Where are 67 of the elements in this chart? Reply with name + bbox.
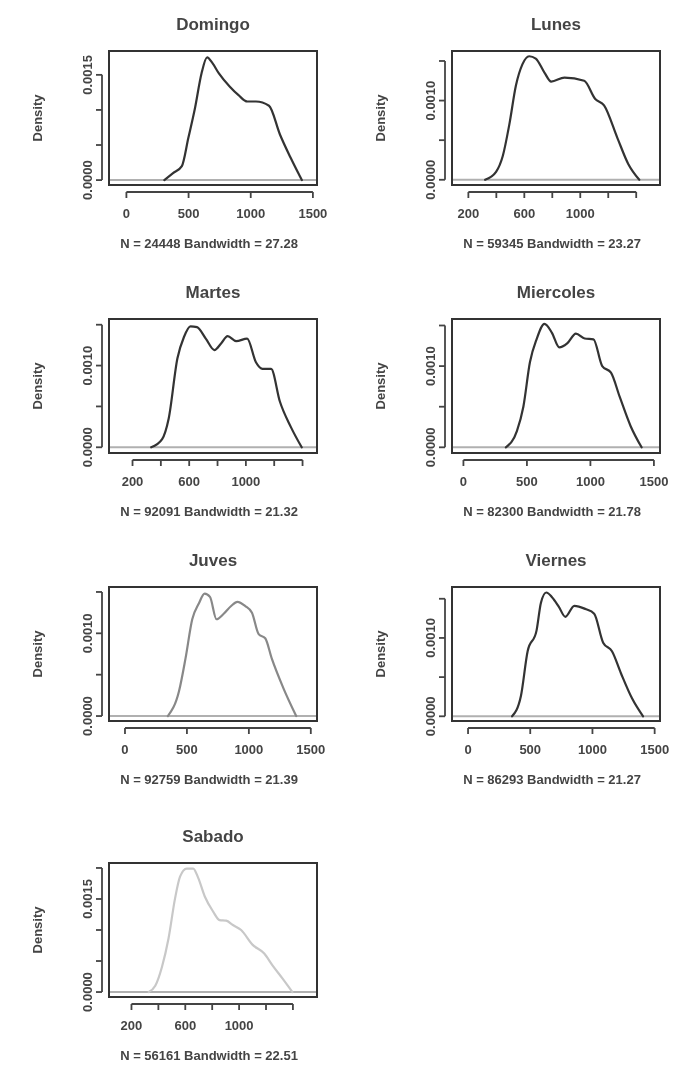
y-tick-label: 0.0000 xyxy=(80,160,95,200)
y-tick-label: 0.0010 xyxy=(423,618,438,658)
x-tick-label: 600 xyxy=(174,1018,197,1033)
x-axis-title: N = 56161 Bandwidth = 22.51 xyxy=(120,1048,298,1063)
y-tick-label: 0.0010 xyxy=(80,345,95,386)
y-axis-title: Density xyxy=(30,629,45,678)
y-tick-label: 0.0000 xyxy=(80,972,95,1012)
x-tick-label: 200 xyxy=(120,1018,143,1033)
line-series xyxy=(504,322,643,449)
x-tick-label: 0 xyxy=(464,742,472,757)
x-tick-label: 0 xyxy=(122,206,131,221)
x-tick-label: 0 xyxy=(459,474,468,489)
x-tick-label: 600 xyxy=(178,474,201,489)
chart-title: Juves xyxy=(188,551,238,570)
x-axis-title: N = 86293 Bandwidth = 21.27 xyxy=(463,772,641,787)
x-tick-label: 1000 xyxy=(231,474,261,489)
line-series xyxy=(147,867,294,994)
x-axis-title: N = 92091 Bandwidth = 21.32 xyxy=(120,504,298,519)
chart-title: Sabado xyxy=(182,827,244,846)
y-axis-title: Density xyxy=(373,629,388,678)
chart-title: Martes xyxy=(185,283,241,302)
chart-title: Domingo xyxy=(176,15,250,34)
x-tick-label: 0 xyxy=(121,742,129,757)
x-tick-label: 1000 xyxy=(234,742,264,757)
x-axis-title: N = 24448 Bandwidth = 27.28 xyxy=(120,236,298,251)
y-tick-label: 0.0000 xyxy=(423,159,438,200)
x-tick-label: 500 xyxy=(519,742,542,757)
line-series xyxy=(150,325,303,449)
x-tick-label: 1500 xyxy=(298,206,328,221)
x-tick-label: 200 xyxy=(457,206,480,221)
x-tick-label: 1000 xyxy=(565,206,595,221)
x-axis-title: N = 82300 Bandwidth = 21.78 xyxy=(463,504,641,519)
y-tick-label: 0.0000 xyxy=(423,427,438,468)
x-tick-label: 200 xyxy=(121,474,144,489)
x-tick-label: 1000 xyxy=(224,1018,254,1033)
line-series xyxy=(166,592,298,718)
x-tick-label: 500 xyxy=(176,742,198,757)
chart-title: Viernes xyxy=(525,551,587,570)
y-tick-label: 0.0015 xyxy=(80,879,95,919)
x-tick-label: 600 xyxy=(513,206,536,221)
line-series xyxy=(163,56,303,182)
y-tick-label: 0.0000 xyxy=(80,427,95,468)
y-tick-label: 0.0000 xyxy=(423,696,438,737)
y-tick-label: 0.0010 xyxy=(423,346,438,386)
y-tick-label: 0.0010 xyxy=(423,80,438,121)
y-axis-title: Density xyxy=(373,93,388,142)
y-tick-label: 0.0015 xyxy=(80,54,95,95)
x-tick-label: 500 xyxy=(177,206,200,221)
y-tick-label: 0.0000 xyxy=(80,696,95,736)
y-axis-title: Density xyxy=(373,361,388,410)
chart-title: Miercoles xyxy=(516,283,596,302)
x-axis-title: N = 59345 Bandwidth = 23.27 xyxy=(463,236,641,251)
x-tick-label: 500 xyxy=(516,474,538,489)
y-axis-title: Density xyxy=(30,905,45,954)
x-tick-label: 1500 xyxy=(296,742,326,757)
x-tick-label: 1000 xyxy=(577,742,607,757)
y-axis-title: Density xyxy=(30,93,45,142)
chart-title: Lunes xyxy=(530,15,582,34)
x-axis-title: N = 92759 Bandwidth = 21.39 xyxy=(120,772,298,787)
y-tick-label: 0.0010 xyxy=(80,613,95,654)
y-axis-title: Density xyxy=(30,361,45,410)
line-series xyxy=(510,591,645,718)
x-tick-label: 1500 xyxy=(639,474,669,489)
x-tick-label: 1000 xyxy=(236,206,266,221)
line-series xyxy=(484,55,641,181)
x-tick-label: 1000 xyxy=(575,474,605,489)
x-tick-label: 1500 xyxy=(640,742,670,757)
